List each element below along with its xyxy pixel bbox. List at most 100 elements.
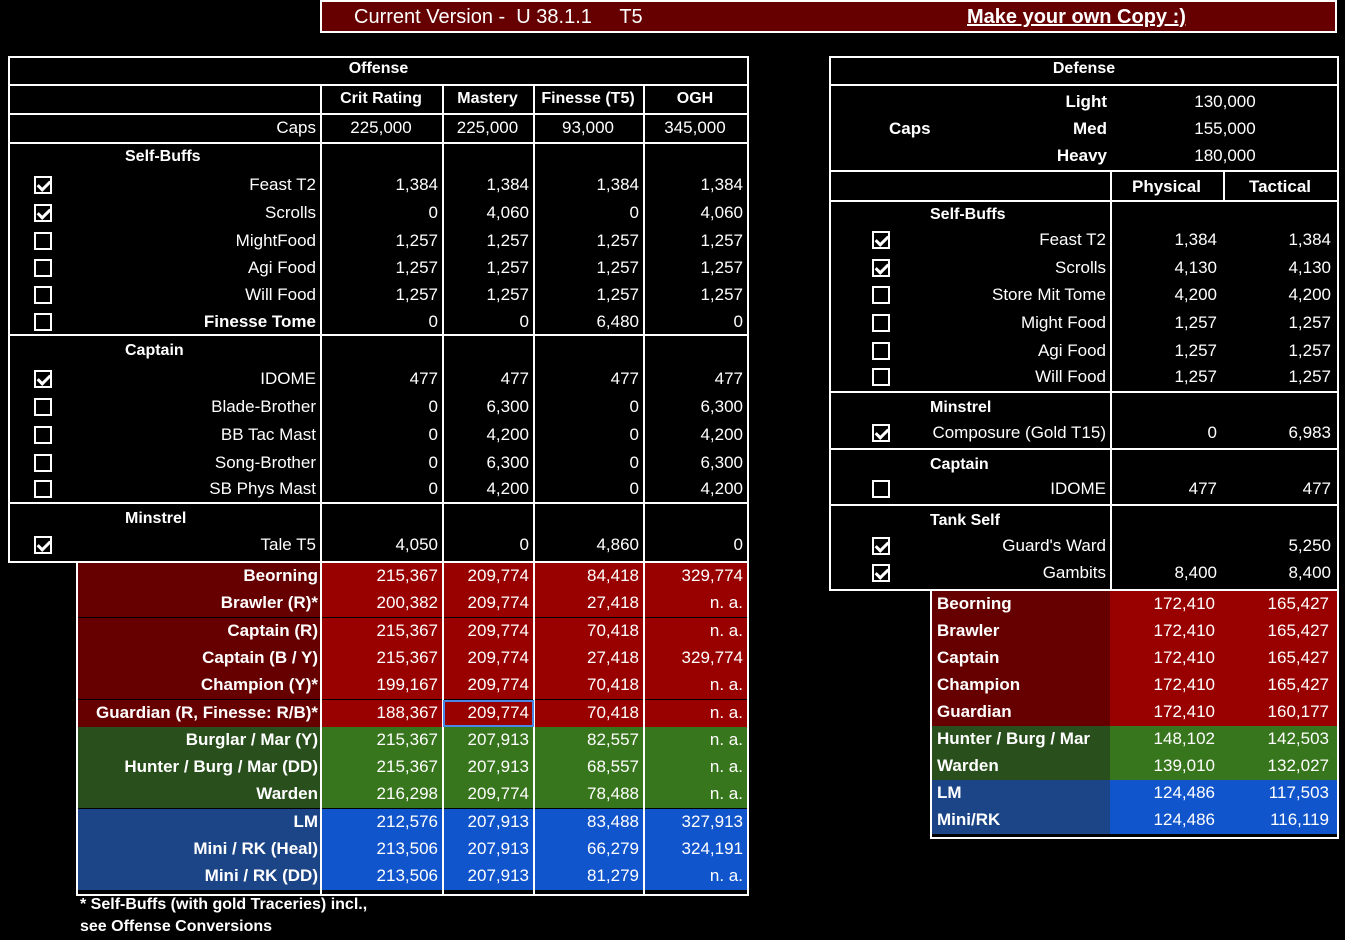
offense-buff-checkbox[interactable]	[34, 426, 52, 444]
defense-buff-checkbox[interactable]	[872, 424, 890, 442]
offense-result-class: Warden	[256, 784, 318, 803]
defense-buff-label: Gambits	[1042, 563, 1106, 582]
defense-group-name: Captain	[930, 456, 989, 473]
defense-result-value: 165,427	[1267, 594, 1329, 613]
offense-buff-value: 1,257	[700, 231, 743, 250]
defense-result-value-bg	[1110, 753, 1337, 780]
offense-result-value: 207,913	[467, 757, 529, 776]
defense-buff-checkbox[interactable]	[872, 480, 890, 498]
offense-result-value: 66,279	[587, 839, 639, 858]
defense-buff-label: Will Food	[1035, 367, 1106, 386]
defense-buff-checkbox[interactable]	[872, 342, 890, 360]
defense-buff-value: 1,257	[1174, 341, 1217, 360]
defense-buff-checkbox[interactable]	[872, 259, 890, 277]
defense-result-value-bg	[1110, 672, 1337, 699]
offense-result-col-divider	[442, 563, 444, 894]
offense-result-value: n. a.	[709, 866, 743, 885]
offense-buff-value: 0	[519, 312, 529, 331]
offense-result-label-bg	[78, 809, 320, 836]
offense-buff-value: 1,257	[486, 231, 529, 250]
offense-buff-value: 0	[733, 535, 743, 554]
defense-result-class: Mini/RK	[937, 810, 1001, 829]
offense-result-value: 213,506	[376, 839, 438, 858]
defense-result-value: 124,486	[1153, 783, 1215, 802]
defense-buff-value: 4,200	[1288, 285, 1331, 304]
defense-buff-checkbox[interactable]	[872, 314, 890, 332]
defense-buff-label: Feast T2	[1039, 230, 1106, 249]
defense-result-label-bg	[932, 591, 1110, 618]
offense-buff-value: 0	[629, 425, 639, 444]
offense-buff-checkbox[interactable]	[34, 454, 52, 472]
defense-result-value: 148,102	[1153, 729, 1215, 748]
defense-buff-value: 5,250	[1288, 536, 1331, 555]
offense-buff-value: 0	[629, 453, 639, 472]
defense-buff-value: 1,384	[1288, 230, 1331, 249]
defense-buff-checkbox[interactable]	[872, 537, 890, 555]
offense-result-value: 70,418	[587, 675, 639, 694]
defense-header-divider	[829, 200, 1339, 202]
offense-results-frame	[76, 563, 749, 896]
defense-buff-checkbox[interactable]	[872, 564, 890, 582]
offense-buff-value: 4,860	[596, 535, 639, 554]
offense-buff-value: 477	[610, 369, 639, 388]
defense-group-name: Tank Self	[930, 512, 1000, 529]
offense-buff-checkbox[interactable]	[34, 259, 52, 277]
offense-buff-value: 6,300	[486, 453, 529, 472]
offense-buff-label: MightFood	[235, 231, 316, 250]
offense-buff-checkbox[interactable]	[34, 398, 52, 416]
offense-buff-checkbox[interactable]	[34, 313, 52, 331]
offense-result-value: 207,913	[467, 866, 529, 885]
offense-cap-value: 345,000	[664, 118, 726, 137]
offense-result-value: 207,913	[467, 730, 529, 749]
offense-result-label-bg	[78, 727, 320, 754]
offense-buff-value: 0	[629, 479, 639, 498]
offense-buff-checkbox[interactable]	[34, 536, 52, 554]
offense-result-value: 209,774	[467, 703, 529, 722]
offense-col-header: Mastery	[457, 90, 518, 107]
offense-header-divider	[8, 113, 749, 115]
offense-buff-checkbox[interactable]	[34, 370, 52, 388]
defense-result-label-bg	[932, 753, 1110, 780]
offense-buff-value: 0	[428, 425, 438, 444]
defense-title-divider	[829, 84, 1339, 86]
offense-buff-value: 0	[428, 397, 438, 416]
defense-caps-label: Caps	[889, 119, 931, 138]
offense-result-label-bg	[78, 645, 320, 672]
defense-buff-label: Store Mit Tome	[991, 285, 1106, 304]
offense-buff-value: 0	[629, 397, 639, 416]
offense-result-value: n. a.	[709, 675, 743, 694]
offense-buff-checkbox[interactable]	[34, 480, 52, 498]
defense-buff-value: 477	[1188, 479, 1217, 498]
offense-buff-label: Finesse Tome	[203, 312, 316, 331]
defense-cap-value: 180,000	[1194, 146, 1256, 165]
offense-result-value: 215,367	[376, 566, 438, 585]
offense-buff-checkbox[interactable]	[34, 232, 52, 250]
offense-result-value: 200,382	[376, 593, 438, 612]
defense-result-value: 165,427	[1267, 621, 1329, 640]
version-label: Current Version - U 38.1.1 T5	[354, 6, 643, 28]
defense-buff-value: 1,257	[1288, 313, 1331, 332]
offense-result-class: Mini / RK (Heal)	[193, 839, 318, 858]
offense-buff-checkbox[interactable]	[34, 204, 52, 222]
offense-result-class: Brawler (R)*	[220, 593, 318, 612]
offense-caps-label: Caps	[276, 118, 316, 137]
defense-buff-checkbox[interactable]	[872, 231, 890, 249]
defense-group-name: Self-Buffs	[930, 206, 1006, 223]
defense-result-value: 117,503	[1268, 783, 1329, 802]
selected-cell-highlight[interactable]	[443, 700, 534, 727]
offense-result-label-bg	[78, 836, 320, 863]
defense-buff-checkbox[interactable]	[872, 286, 890, 304]
defense-buff-value: 0	[1207, 423, 1217, 442]
offense-buff-label: Agi Food	[247, 258, 316, 277]
offense-col-divider	[442, 84, 444, 563]
defense-buff-checkbox[interactable]	[872, 368, 890, 386]
offense-buff-checkbox[interactable]	[34, 176, 52, 194]
offense-buff-value: 477	[500, 369, 529, 388]
offense-buff-value: 1,257	[700, 258, 743, 277]
offense-buff-checkbox[interactable]	[34, 286, 52, 304]
offense-buff-value: 477	[714, 369, 743, 388]
offense-group-name: Self-Buffs	[125, 148, 201, 165]
make-copy-link[interactable]: Make your own Copy :)	[967, 6, 1186, 28]
offense-buff-value: 6,480	[596, 312, 639, 331]
offense-buff-label: IDOME	[260, 369, 316, 388]
